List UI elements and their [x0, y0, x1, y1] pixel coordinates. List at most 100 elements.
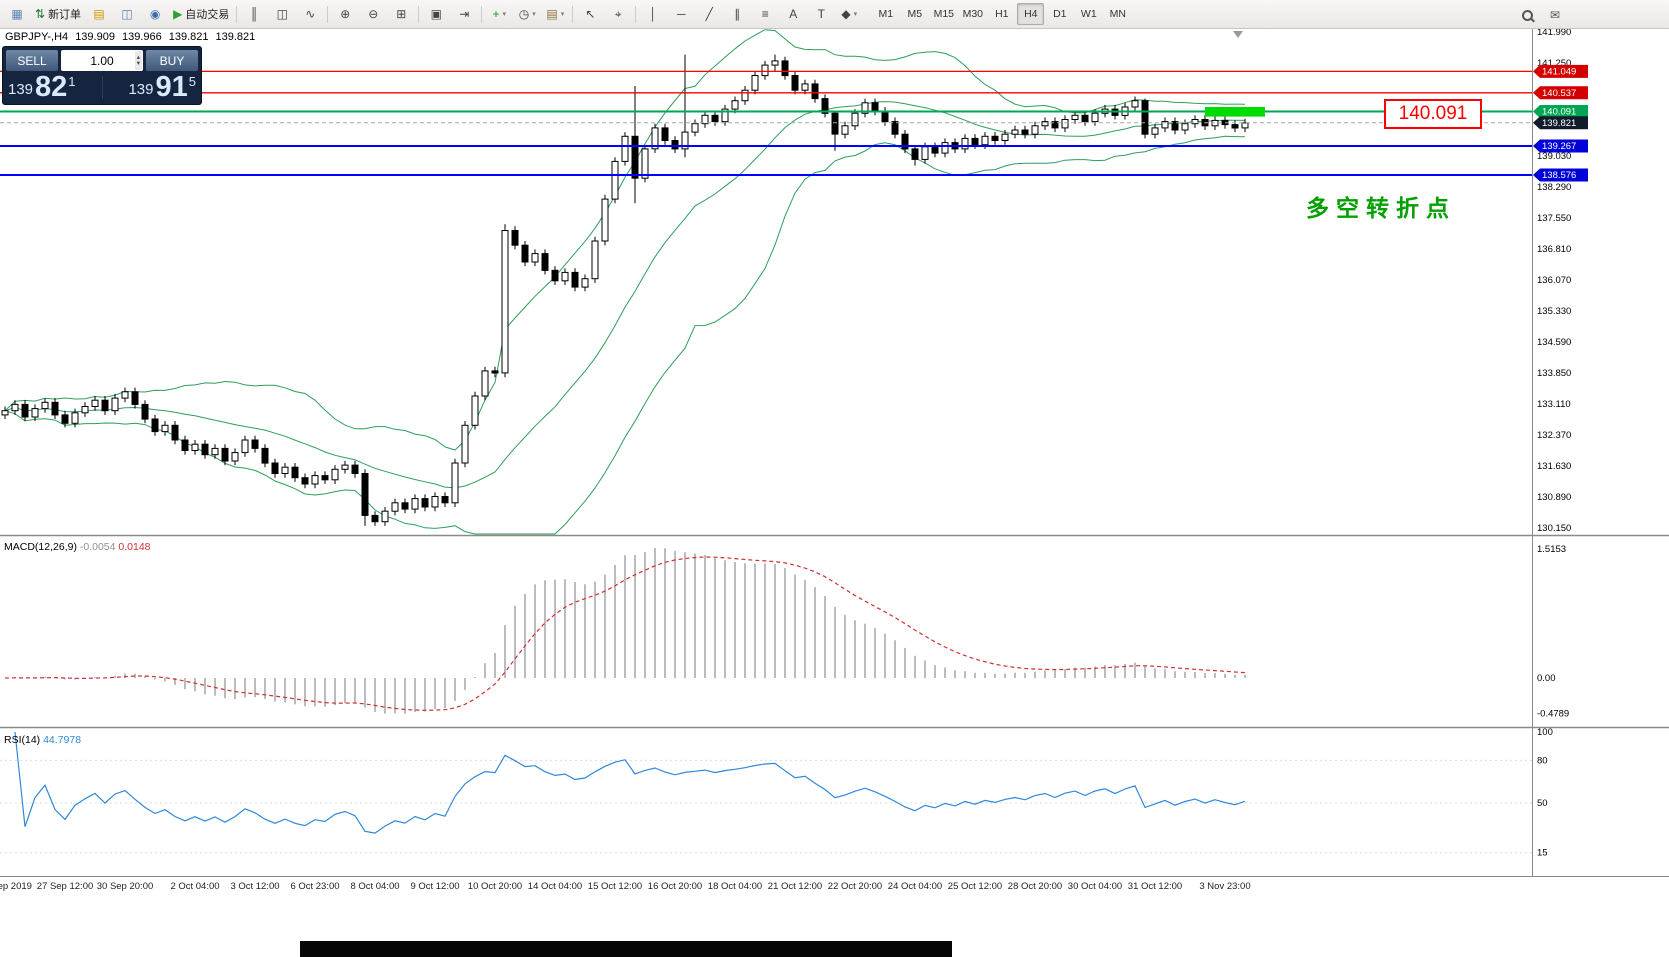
auto-arrange-icon-glyph: ▣	[430, 7, 442, 21]
macd-axis-label: -0.4789	[1537, 709, 1569, 720]
equidistant-channel-icon[interactable]: ∥	[723, 2, 751, 26]
time-axis-label: 21 Oct 12:00	[768, 881, 822, 892]
new-order-button[interactable]: ⇅ 新订单	[31, 2, 85, 26]
turning-point-annotation[interactable]: 多空转折点	[1306, 195, 1456, 221]
timeframe-w1-button[interactable]: W1	[1080, 8, 1097, 20]
timeframe-mn-button[interactable]: MN	[1109, 8, 1126, 20]
timeframe-m5-button[interactable]: M5	[907, 8, 923, 20]
time-axis-label: 22 Oct 20:00	[828, 881, 882, 892]
shapes-icon[interactable]: ◆ ▾	[835, 2, 863, 26]
timeframe-h1-button[interactable]: H1	[995, 8, 1009, 20]
new-order-button-label: 新订单	[48, 9, 82, 21]
rsi-axis-label: 80	[1537, 755, 1548, 766]
chart-window-icon[interactable]: ▦	[3, 2, 31, 26]
line-chart-icon[interactable]: ∿	[296, 2, 324, 26]
lot-decrease-button[interactable]: ▾	[136, 59, 140, 67]
text-icon[interactable]: A	[779, 2, 807, 26]
time-axis-label: 8 Oct 04:00	[350, 881, 399, 892]
cursor-icon-glyph: ↖	[585, 7, 596, 21]
time-axis-label: 27 Sep 12:00	[37, 881, 94, 892]
zoom-in-icon-glyph: ⊕	[340, 7, 351, 21]
fibonacci-icon-glyph: ≡	[761, 7, 769, 21]
buy-button[interactable]: BUY	[146, 50, 198, 71]
alerts-icon[interactable]: ◉	[141, 2, 169, 26]
zoom-out-icon-glyph: ⊖	[368, 7, 379, 21]
vertical-line-icon[interactable]: │	[639, 2, 667, 26]
periods-button-dropdown[interactable]: ▾	[532, 11, 536, 18]
search-icon[interactable]	[1513, 3, 1541, 27]
timeframe-d1-button[interactable]: D1	[1053, 8, 1067, 20]
time-axis-label: 2 Oct 04:00	[170, 881, 219, 892]
shapes-icon-dropdown[interactable]: ▾	[853, 11, 858, 18]
rsi-indicator	[0, 731, 1532, 854]
time-axis-label: 31 Oct 12:00	[1128, 881, 1182, 892]
high-value: 139.966	[121, 31, 162, 43]
text-label-icon[interactable]: T	[807, 2, 835, 26]
cursor-icon[interactable]: ↖	[576, 2, 604, 26]
tile-windows-icon-glyph: ⊞	[396, 7, 407, 21]
tile-windows-icon[interactable]: ⊞	[387, 2, 415, 26]
price-annotation-box[interactable]: 140.091	[1384, 99, 1482, 129]
timeframe-m1-button[interactable]: M1	[878, 8, 894, 20]
chart-shift-icon[interactable]: ⇥	[450, 2, 478, 26]
lot-size-value: 1.00	[90, 53, 114, 68]
price-axis[interactable]: 141.990 141.250 139.030 138.290 137.550 136.8…	[1533, 27, 1588, 534]
profiles-icon[interactable]: ◫	[113, 2, 141, 26]
periods-button[interactable]: ◷ ▾	[513, 2, 541, 26]
vertical-line-icon-glyph: │	[649, 7, 658, 21]
sell-button[interactable]: SELL	[6, 50, 58, 71]
price-axis-label: 131.630	[1537, 461, 1571, 472]
price-axis-label: 135.330	[1537, 306, 1571, 317]
timeframe-m30-button[interactable]: M30	[962, 8, 984, 20]
autotrading-button[interactable]: ▶ 自动交易	[169, 2, 233, 26]
timeframe-h4-button[interactable]: H4	[1017, 3, 1045, 25]
macd-axis-label: 1.5153	[1537, 544, 1566, 555]
toolbar-separator	[327, 5, 329, 23]
shapes-icon-glyph: ◆	[841, 7, 851, 21]
candlestick-chart-icon[interactable]: ◫	[268, 2, 296, 26]
open-value: 139.909	[75, 31, 115, 43]
price-badge	[1533, 64, 1588, 78]
price-axis-label: 141.990	[1537, 27, 1571, 38]
indicators-button-dropdown[interactable]: ▾	[502, 11, 507, 18]
crosshair-icon-glyph: ⌖	[614, 7, 622, 21]
fibonacci-icon[interactable]: ≡	[751, 2, 779, 26]
price-axis-label: 133.110	[1537, 399, 1571, 410]
trendline-icon[interactable]: ╱	[695, 2, 723, 26]
zoom-out-icon[interactable]: ⊖	[359, 2, 387, 26]
indicators-button[interactable]: + ▾	[485, 2, 513, 26]
chart-window-icon-glyph: ▦	[11, 7, 23, 21]
toolbar-separator	[635, 5, 637, 23]
zoom-in-icon[interactable]: ⊕	[331, 2, 359, 26]
highlight-rectangle[interactable]	[1205, 107, 1265, 117]
text-icon-glyph: A	[789, 7, 798, 21]
bar-chart-icon-glyph: ║	[250, 7, 259, 21]
alerts-icon-glyph: ◉	[149, 7, 161, 21]
charts-menu-icon[interactable]: ▤	[85, 2, 113, 26]
timeframe-m15-button[interactable]: M15	[933, 8, 955, 20]
price-badge	[1533, 139, 1588, 153]
price-badge	[1533, 105, 1588, 118]
lot-size-field[interactable]: 1.00 ▴ ▾	[61, 50, 143, 71]
bar-chart-icon[interactable]: ║	[240, 2, 268, 26]
time-axis-label: 26 Sep 2019	[0, 881, 32, 892]
crosshair-icon[interactable]: ⌖	[604, 2, 632, 26]
lot-spinner[interactable]: ▴ ▾	[134, 51, 142, 70]
auto-arrange-icon[interactable]: ▣	[422, 2, 450, 26]
price-axis-label: 141.250	[1537, 58, 1571, 69]
price-badge	[1533, 86, 1588, 100]
time-axis-label: 15 Oct 12:00	[588, 881, 642, 892]
chart-shift-marker[interactable]	[1233, 31, 1243, 38]
macd-indicator	[4, 548, 1246, 714]
templates-button[interactable]: ▤ ▾	[541, 2, 569, 26]
lot-increase-button[interactable]: ▴	[136, 53, 140, 61]
line-chart-icon-glyph: ∿	[305, 7, 316, 21]
templates-button-dropdown[interactable]: ▾	[560, 11, 565, 18]
time-axis-label: 18 Oct 04:00	[708, 881, 762, 892]
indicators-button-glyph: +	[492, 7, 500, 21]
toolbar-right-icons: ✉	[1513, 3, 1569, 27]
horizontal-line-icon[interactable]: ─	[667, 2, 695, 26]
message-icon[interactable]: ✉	[1541, 3, 1569, 27]
